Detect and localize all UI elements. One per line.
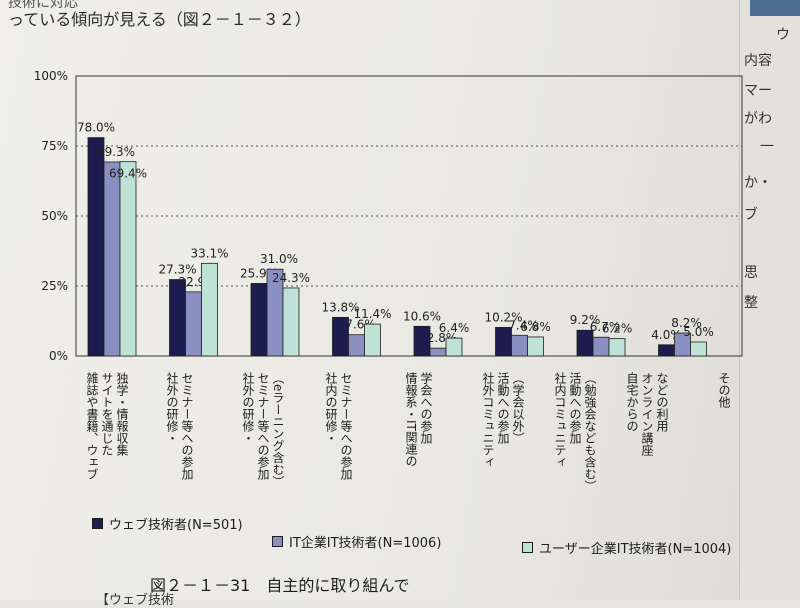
side-text: がわ bbox=[744, 111, 772, 127]
side-text: ウ bbox=[776, 27, 790, 43]
bar bbox=[511, 334, 528, 357]
data-label: 6.2% bbox=[602, 322, 633, 336]
legend-swatch bbox=[272, 536, 283, 547]
figure-caption: 図２－１－31 自主的に取り組んで bbox=[150, 576, 410, 595]
legend-item: IT企業IT技術者(N=1006) bbox=[272, 532, 441, 551]
data-label: 13.8% bbox=[321, 300, 359, 314]
bar bbox=[690, 341, 707, 357]
bar bbox=[445, 337, 463, 357]
category-label: （学会以外） bbox=[511, 372, 525, 444]
legend-swatch bbox=[92, 518, 103, 529]
side-text: 整 bbox=[744, 295, 758, 311]
y-tick-label: 75% bbox=[41, 139, 68, 153]
side-text: 一 bbox=[760, 139, 774, 155]
data-label: 6.4% bbox=[439, 321, 470, 335]
body-text-line: 技術に対応 bbox=[8, 0, 78, 11]
category-label: 独学・情報収集 bbox=[115, 372, 129, 456]
bar bbox=[429, 347, 447, 357]
body-text-line: っている傾向が見える（図２－１－３２） bbox=[8, 10, 311, 29]
bar bbox=[87, 137, 105, 357]
side-text: 内容 bbox=[744, 53, 772, 69]
y-tick-label: 25% bbox=[41, 279, 68, 293]
data-label: 6.7% bbox=[590, 320, 621, 334]
side-text: 思 bbox=[744, 265, 758, 281]
category-label: 社内コミュニティ bbox=[553, 371, 567, 468]
data-label: 69.3% bbox=[97, 145, 135, 159]
data-label: 7.4% bbox=[508, 318, 539, 332]
legend-label: IT企業IT技術者(N=1006) bbox=[289, 536, 442, 551]
data-label: 33.1% bbox=[190, 246, 228, 260]
category-label: 活動への参加 bbox=[568, 372, 582, 445]
category-label: サイトを通じた bbox=[100, 372, 114, 456]
bar bbox=[282, 287, 300, 357]
bar bbox=[608, 338, 626, 357]
side-text: か・ bbox=[744, 175, 772, 191]
data-label: 8.2% bbox=[671, 316, 702, 330]
bar bbox=[201, 262, 218, 357]
category-label: 雑誌や書籍、ウェブ bbox=[85, 371, 99, 480]
category-label: セミナー等への参加 bbox=[339, 372, 353, 481]
category-label: 社外の研修・ bbox=[241, 371, 255, 444]
y-tick-label: 0% bbox=[49, 349, 68, 363]
bar bbox=[527, 336, 544, 357]
bar bbox=[103, 161, 121, 357]
data-label: 10.2% bbox=[484, 310, 522, 324]
category-label: （eラーニング含む） bbox=[271, 372, 285, 487]
legend-item: ユーザー企業IT技術者(N=1004) bbox=[522, 538, 731, 557]
side-text: ブ bbox=[744, 207, 758, 223]
data-label: 24.3% bbox=[272, 271, 310, 285]
side-text: マー bbox=[744, 83, 772, 99]
bar bbox=[169, 279, 186, 357]
category-label: などの利用 bbox=[655, 372, 669, 433]
bar bbox=[592, 336, 610, 357]
category-label: （勉強会なども含む） bbox=[583, 372, 597, 492]
adjacent-page: ウ 内容 マー がわ 一 か・ ブ 思 整 bbox=[739, 0, 800, 600]
bar bbox=[250, 283, 268, 357]
page-tab-marker bbox=[750, 0, 800, 16]
category-label: その他 bbox=[717, 372, 731, 408]
data-label: 11.4% bbox=[353, 307, 391, 321]
category-label: 社内の研修・ bbox=[324, 371, 338, 444]
legend-swatch bbox=[522, 542, 533, 553]
category-label: 社外の研修・ bbox=[165, 371, 179, 444]
legend-label: ユーザー企業IT技術者(N=1004) bbox=[539, 542, 732, 557]
data-label: 78.0% bbox=[77, 121, 115, 135]
data-label: 6.8% bbox=[520, 320, 551, 334]
data-label: 27.3% bbox=[158, 263, 196, 277]
data-label: 69.4% bbox=[109, 167, 147, 181]
legend-item: ウェブ技術者(N=501) bbox=[92, 514, 243, 533]
category-label: セミナー等への参加 bbox=[256, 372, 270, 481]
bar bbox=[364, 323, 381, 357]
bar bbox=[348, 334, 365, 357]
data-label: 10.6% bbox=[403, 309, 441, 323]
bar bbox=[658, 344, 675, 357]
y-tick-label: 50% bbox=[41, 209, 68, 223]
legend-label: ウェブ技術者(N=501) bbox=[109, 518, 243, 533]
category-label: オンライン講座 bbox=[640, 372, 654, 457]
category-label: セミナー等への参加 bbox=[180, 372, 194, 481]
category-label: 社外コミュニティ bbox=[481, 371, 495, 468]
legend: ウェブ技術者(N=501) IT企業IT技術者(N=1006) ユーザー企業IT… bbox=[82, 508, 762, 560]
data-label: 31.0% bbox=[260, 252, 298, 266]
data-label: 9.2% bbox=[570, 313, 601, 327]
bar bbox=[119, 161, 137, 357]
data-label: 5.0% bbox=[683, 325, 714, 339]
category-label: 自宅からの bbox=[625, 372, 639, 432]
figure-subcaption: 【ウェブ技術 bbox=[96, 593, 175, 608]
bar bbox=[413, 325, 431, 357]
category-label: 学会への参加 bbox=[419, 371, 433, 445]
category-label: 活動への参加 bbox=[496, 372, 510, 445]
category-label: 情報系・IT関連の bbox=[404, 372, 418, 467]
bar bbox=[185, 291, 202, 357]
y-tick-label: 100% bbox=[34, 69, 68, 83]
